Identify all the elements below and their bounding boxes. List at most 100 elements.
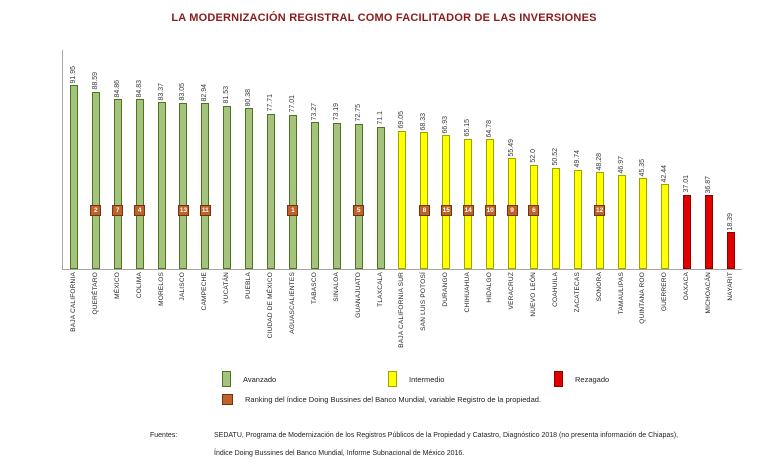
rank-badge: 1 <box>287 205 299 216</box>
bar-value-label: 81.53 <box>223 86 231 104</box>
bar-value-label: 69.05 <box>398 111 406 129</box>
bar-column: 68.33 8 SAN LUIS POTOSÍ <box>413 50 435 331</box>
bar <box>529 165 538 269</box>
sources-label: Fuentes: <box>150 432 178 439</box>
bar-column: 46.97 TAMAULIPAS <box>611 50 633 314</box>
x-axis-label: BAJA CALIFORNIA SUR <box>398 272 406 348</box>
legend: Avanzado Intermedio Rezagado Ranking del… <box>222 371 609 405</box>
x-axis-label: DURANGO <box>442 272 450 307</box>
x-axis-label: ZACATECAS <box>573 272 581 313</box>
bar-value-label: 73.19 <box>332 103 340 121</box>
bar-value-label: 80.38 <box>245 88 253 107</box>
bar-column: 49.74 ZACATECAS <box>567 50 589 312</box>
x-axis-label: HIDALGO <box>486 272 494 303</box>
bar-value-label: 52.0 <box>529 149 537 163</box>
bar-value-label: 84.86 <box>113 79 121 98</box>
bar-value-label: 83.37 <box>157 82 165 101</box>
rank-badge: 10 <box>484 205 496 216</box>
sources-text: SEDATU, Programa de Modernización de los… <box>214 427 678 463</box>
bar-column: 81.53 YUCATÁN <box>216 50 238 304</box>
bar-column: 72.75 5 GUANAJUATO <box>348 50 370 318</box>
legend-item-avanzado: Avanzado <box>222 371 388 387</box>
rank-badge: 4 <box>134 205 146 216</box>
bar-value-label: 65.15 <box>464 119 472 137</box>
bar <box>420 132 429 269</box>
rank-badge: 6 <box>528 205 540 216</box>
rezagado-swatch <box>554 371 563 387</box>
x-axis-label: MÉXICO <box>113 272 121 299</box>
avanzado-swatch <box>222 371 231 387</box>
x-axis-label: COLIMA <box>135 272 143 299</box>
bar <box>135 99 144 269</box>
x-axis-label: YUCATÁN <box>223 272 231 304</box>
bar <box>705 195 714 269</box>
bar-value-label: 64.78 <box>486 119 494 138</box>
bar <box>69 85 78 269</box>
legend-row-categories: Avanzado Intermedio Rezagado <box>222 371 609 387</box>
bar-value-label: 83.05 <box>179 83 187 101</box>
bar-value-label: 45.35 <box>639 158 647 177</box>
rank-badge: 9 <box>506 205 518 216</box>
bar <box>223 105 232 269</box>
x-axis-label: OAXACA <box>683 272 691 301</box>
legend-label-ranking: Ranking del índice Doing Bussines del Ba… <box>245 395 542 404</box>
bar <box>113 99 122 269</box>
bar <box>179 102 188 269</box>
bar-value-label: 46.97 <box>617 155 625 174</box>
legend-row-ranking: Ranking del índice Doing Bussines del Ba… <box>222 394 609 405</box>
bar-column: 42.44 GUERRERO <box>654 50 676 311</box>
x-axis-label: BAJA CALIFORNIA <box>69 272 77 332</box>
bar-value-label: 36.87 <box>705 175 713 194</box>
x-axis-label: SONORA <box>595 272 603 302</box>
bar <box>442 135 451 269</box>
legend-label-avanzado: Avanzado <box>243 374 277 384</box>
bar <box>464 138 473 269</box>
bar-column: 65.15 14 CHIHUAHUA <box>457 50 479 312</box>
bar-column: 69.05 BAJA CALIFORNIA SUR <box>392 50 414 348</box>
intermedio-swatch <box>388 371 397 387</box>
bar <box>573 169 582 269</box>
bar-column: 84.83 4 COLIMA <box>129 50 151 298</box>
bar <box>288 114 297 269</box>
chart-title: LA MODERNIZACIÓN REGISTRAL COMO FACILITA… <box>171 12 597 24</box>
bar <box>354 123 363 269</box>
bar <box>551 167 560 269</box>
rank-badge: 2 <box>90 205 102 216</box>
bar-value-label: 18.39 <box>727 212 735 231</box>
x-axis-label: NAYARIT <box>727 272 735 301</box>
x-axis-label: TAMAULIPAS <box>617 272 625 315</box>
bar <box>661 184 670 269</box>
bar-column: 45.35 QUINTANA ROO <box>632 50 654 324</box>
bar-column: 84.86 7 MÉXICO <box>107 50 129 299</box>
legend-label-intermedio: Intermedio <box>409 374 445 384</box>
bar <box>332 122 341 269</box>
bar-column: 48.28 12 SONORA <box>589 50 611 301</box>
x-axis-label: AGUASCALIENTES <box>288 272 296 334</box>
x-axis-label: TLAXCALA <box>376 272 384 307</box>
bar-column: 82.94 11 CAMPECHE <box>194 50 216 310</box>
bar-value-label: 84.83 <box>135 79 143 98</box>
x-axis-label: VERACRUZ <box>508 272 515 310</box>
bar <box>617 175 626 269</box>
x-axis-label: QUERÉTARO <box>91 272 99 315</box>
x-axis-label: TABASCO <box>310 272 318 304</box>
bar-value-label: 68.33 <box>420 112 428 131</box>
bar <box>398 130 407 269</box>
x-axis-label: CHIHUAHUA <box>464 272 472 313</box>
bar-column: 37.01 OAXACA <box>676 50 698 300</box>
bar-value-label: 49.74 <box>573 150 581 168</box>
x-axis-label: CIUDAD DE MÉXICO <box>267 272 275 339</box>
x-axis-label: CAMPECHE <box>201 272 209 311</box>
bar-column: 36.87 MICHOACÁN <box>698 50 720 314</box>
rank-badge: 12 <box>594 205 606 216</box>
x-axis-label: SINALOA <box>332 272 340 302</box>
plot-area: 91.95 BAJA CALIFORNIA 88.59 2 QUERÉTARO 84.86… <box>62 50 742 348</box>
rank-badge: 5 <box>353 205 365 216</box>
bar <box>245 108 254 269</box>
bar <box>157 102 166 269</box>
bar-value-label: 73.27 <box>310 102 318 121</box>
x-axis-label: GUANAJUATO <box>354 272 362 318</box>
bar-column: 80.38 PUEBLA <box>238 50 260 299</box>
rank-badge: 13 <box>177 205 189 216</box>
